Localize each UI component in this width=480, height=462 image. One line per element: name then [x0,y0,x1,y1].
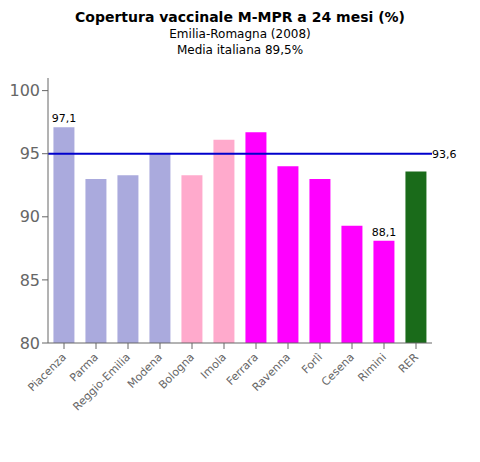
svg-text:88,1: 88,1 [372,226,397,239]
svg-text:Ferrara: Ferrara [223,350,261,388]
svg-text:Reggio-Emilia: Reggio-Emilia [70,351,133,414]
svg-text:Forlì: Forlì [299,351,325,377]
html-text:Media italiana 89,5%: Media italiana 89,5% [176,43,304,57]
svg-text:Bologna: Bologna [156,351,197,392]
svg-text:Parma: Parma [67,350,101,385]
html-text:Copertura vaccinale M-MPR a 24: Copertura vaccinale M-MPR a 24 mesi (%) [75,9,405,25]
svg-text:Ravenna: Ravenna [250,351,293,394]
svg-text:Imola: Imola [198,350,229,382]
svg-text:Modena: Modena [124,350,165,391]
svg-text:100: 100 [9,81,40,100]
svg-text:97,1: 97,1 [52,112,77,125]
svg-text:RER: RER [396,351,421,376]
svg-text:80: 80 [20,334,40,353]
svg-text:95: 95 [20,144,40,163]
svg-text:Cesena: Cesena [319,351,357,389]
svg-text:93,6: 93,6 [432,148,457,161]
svg-text:90: 90 [20,207,40,226]
html-text:Emilia-Romagna (2008): Emilia-Romagna (2008) [169,27,311,41]
svg-text:85: 85 [20,271,40,290]
svg-text:Rimini: Rimini [355,351,389,385]
svg-text:Piacenza: Piacenza [25,351,68,394]
